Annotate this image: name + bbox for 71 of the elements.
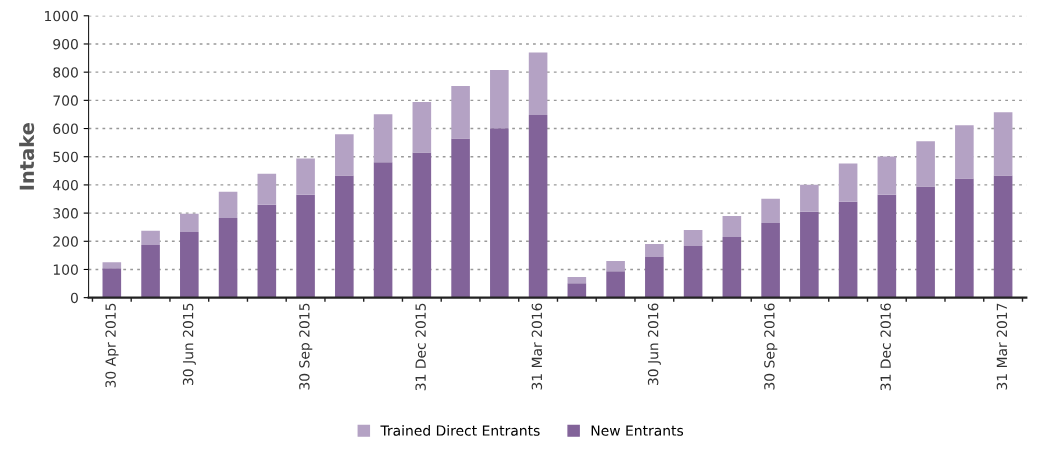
- bar: [335, 134, 354, 176]
- y-tick-label: 500: [53, 151, 78, 163]
- bar: [257, 204, 277, 298]
- bar: [567, 283, 587, 298]
- bar: [490, 69, 509, 129]
- bar: [451, 85, 470, 139]
- x-tick-label: 31 Dec 2016: [880, 303, 891, 391]
- y-tick-label: 800: [53, 67, 78, 78]
- bar: [955, 125, 974, 179]
- y-tick-label: 900: [53, 38, 78, 50]
- bar: [800, 184, 819, 212]
- bar: [296, 194, 315, 298]
- bar: [451, 138, 470, 298]
- bar: [102, 268, 122, 298]
- y-tick-label: 0: [70, 292, 78, 304]
- bar: [528, 52, 548, 115]
- bar: [141, 244, 160, 298]
- bar: [838, 201, 858, 298]
- bar: [606, 271, 625, 298]
- bar: [683, 230, 703, 247]
- bar: [180, 231, 199, 298]
- bar: [722, 237, 742, 298]
- bar: [606, 261, 625, 272]
- bar: [335, 175, 354, 298]
- x-tick-label: 30 Apr 2015: [105, 303, 119, 388]
- bar: [567, 277, 587, 284]
- bar: [955, 178, 974, 298]
- bar: [993, 112, 1013, 176]
- x-tick-label: 31 Mar 2017: [996, 303, 1008, 390]
- bar: [722, 215, 742, 238]
- bar: [180, 213, 199, 232]
- y-tick-label: 1000: [45, 10, 78, 22]
- bar: [373, 114, 393, 163]
- bar: [102, 262, 122, 269]
- bar: [645, 257, 664, 298]
- y-tick-label: 400: [53, 179, 78, 191]
- bar: [218, 191, 238, 218]
- bar: [916, 141, 935, 187]
- bar: [218, 217, 238, 298]
- bar: [257, 173, 277, 205]
- x-tick-label: 30 Jun 2015: [182, 303, 196, 386]
- y-tick-label: 600: [53, 123, 78, 135]
- bar: [877, 156, 897, 195]
- x-tick-label: 31 Dec 2015: [415, 303, 426, 391]
- bar: [993, 175, 1013, 298]
- y-tick-label: 100: [53, 264, 78, 275]
- bar: [528, 115, 548, 298]
- x-tick-label: 30 Sep 2015: [299, 303, 313, 390]
- x-tick-label: 31 Mar 2016: [531, 303, 543, 390]
- x-tick-label: 30 Sep 2016: [764, 303, 778, 390]
- bar: [683, 246, 703, 298]
- bar: [761, 222, 780, 298]
- y-tick-label: 700: [53, 95, 78, 106]
- bar: [412, 152, 432, 298]
- bar: [373, 162, 393, 298]
- legend-label: New Entrants: [591, 425, 684, 436]
- legend-label: Trained Direct Entrants: [380, 425, 540, 436]
- bar: [645, 244, 664, 258]
- bar: [141, 230, 160, 245]
- y-tick-label: 200: [53, 236, 78, 247]
- bar: [490, 128, 509, 298]
- y-tick-label: 300: [53, 208, 78, 219]
- y-axis-title: Intake: [19, 123, 35, 190]
- bar: [916, 186, 935, 298]
- bar: [800, 211, 819, 298]
- bar: [761, 198, 780, 223]
- bar: [877, 194, 897, 298]
- bar: [296, 158, 315, 195]
- bar: [412, 102, 432, 153]
- bar: [838, 163, 858, 202]
- x-tick-label: 30 Jun 2016: [647, 303, 661, 386]
